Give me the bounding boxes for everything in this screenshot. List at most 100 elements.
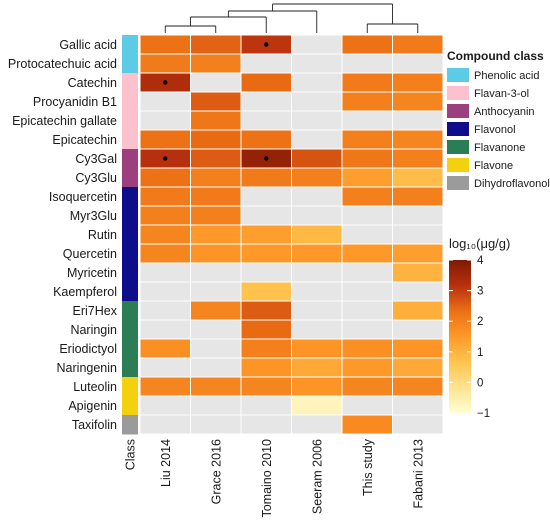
heatmap-cell [341, 395, 393, 416]
heatmap-cell [190, 376, 242, 397]
row-label: Cy3Gal [75, 152, 117, 166]
heatmap-cell [392, 338, 444, 359]
column-label: Grace 2016 [209, 439, 223, 504]
heatmap-cell [392, 148, 444, 169]
class-swatch [122, 225, 138, 245]
row-label: Naringenin [57, 361, 118, 375]
column-dendrogram [164, 3, 419, 33]
heatmap-cell [341, 205, 393, 226]
class-swatch [122, 282, 138, 302]
heatmap-cell [392, 262, 444, 283]
heatmap-cell [291, 281, 343, 302]
heatmap-cell [291, 395, 343, 416]
heatmap-cell [341, 186, 393, 207]
row-label: Catechin [68, 76, 117, 90]
row-label: Gallic acid [59, 38, 117, 52]
heatmap-cell [240, 243, 292, 264]
heatmap-cell [341, 243, 393, 264]
significance-dot [264, 156, 269, 161]
heatmap-cell [139, 167, 191, 188]
class-swatch [122, 206, 138, 226]
heatmap-cell [139, 91, 191, 112]
legend-swatch [447, 68, 469, 82]
colorbar-tick-label: −1 [477, 408, 490, 420]
legend-swatch [447, 86, 469, 100]
heatmap-cell [190, 338, 242, 359]
class-swatch [122, 35, 138, 55]
row-label: Procyanidin B1 [33, 95, 117, 109]
heatmap-cell [291, 186, 343, 207]
heatmap-cell [392, 110, 444, 131]
significance-dot [163, 80, 168, 85]
row-label: Eriodictyol [59, 342, 117, 356]
heatmap-cell [392, 319, 444, 340]
legend-label: Flavanone [474, 142, 525, 154]
heatmap-cell [291, 300, 343, 321]
class-swatch [122, 339, 138, 359]
heatmap-cell [190, 243, 242, 264]
legend-label: Flavan-3-ol [474, 88, 529, 100]
heatmap-cell [139, 53, 191, 74]
heatmap-cell [341, 91, 393, 112]
heatmap-cell [392, 34, 444, 55]
heatmap-cell [392, 72, 444, 93]
heatmap-cell [392, 243, 444, 264]
heatmap-cell [240, 300, 292, 321]
heatmap-cell [341, 53, 393, 74]
heatmap-cell [341, 72, 393, 93]
colorbar-tick-label: 2 [477, 316, 483, 328]
class-swatch [122, 73, 138, 93]
heatmap-cell [392, 91, 444, 112]
column-label: Tomaino 2010 [260, 439, 274, 518]
heatmap-cell [240, 338, 292, 359]
heatmap-cell [392, 167, 444, 188]
heatmap-cell [392, 205, 444, 226]
heatmap-cell [291, 319, 343, 340]
legend-swatch [447, 140, 469, 154]
heatmap-cell [240, 262, 292, 283]
heatmap-cell [190, 414, 242, 435]
row-label: Rutin [88, 228, 117, 242]
heatmap-cell [139, 129, 191, 150]
row-label: Naringin [70, 323, 117, 337]
row-label: Luteolin [73, 380, 117, 394]
colorbar-tick-label: 1 [477, 347, 483, 359]
heatmap-cell [190, 281, 242, 302]
column-label: Fabani 2013 [411, 439, 425, 509]
class-swatch [122, 396, 138, 416]
column-label: Seeram 2006 [310, 439, 324, 514]
heatmap-cell [341, 167, 393, 188]
heatmap-cell [341, 148, 393, 169]
heatmap-cell [139, 34, 191, 55]
heatmap-cell [190, 300, 242, 321]
heatmap-cell [190, 148, 242, 169]
heatmap-cell [190, 395, 242, 416]
heatmap-cell [291, 357, 343, 378]
heatmap-cell [392, 129, 444, 150]
heatmap-cell [291, 129, 343, 150]
legend-label: Phenolic acid [474, 70, 539, 82]
class-legend: Compound class Phenolic acid Flavan-3-ol An… [447, 49, 550, 190]
row-label: Quercetin [63, 247, 117, 261]
heatmap-cell [291, 148, 343, 169]
class-swatch [122, 377, 138, 397]
heatmap-cell [190, 53, 242, 74]
heatmap-cell [240, 205, 292, 226]
heatmap-cell [341, 319, 393, 340]
heatmap-cell [291, 167, 343, 188]
colorbar-tick-label: 0 [477, 377, 483, 389]
heatmap-cell [240, 186, 292, 207]
heatmap-cell [341, 300, 393, 321]
heatmap-cell [291, 262, 343, 283]
legend-swatch [447, 104, 469, 118]
heatmap-cell [291, 34, 343, 55]
colorbar-tick-label: 4 [477, 255, 484, 267]
heatmap-cell [392, 281, 444, 302]
heatmap-cell [190, 91, 242, 112]
heatmap-cell [190, 110, 242, 131]
class-swatch [122, 263, 138, 283]
class-swatch [122, 320, 138, 340]
heatmap-cell [240, 129, 292, 150]
class-swatch [122, 187, 138, 207]
heatmap-cell [139, 224, 191, 245]
